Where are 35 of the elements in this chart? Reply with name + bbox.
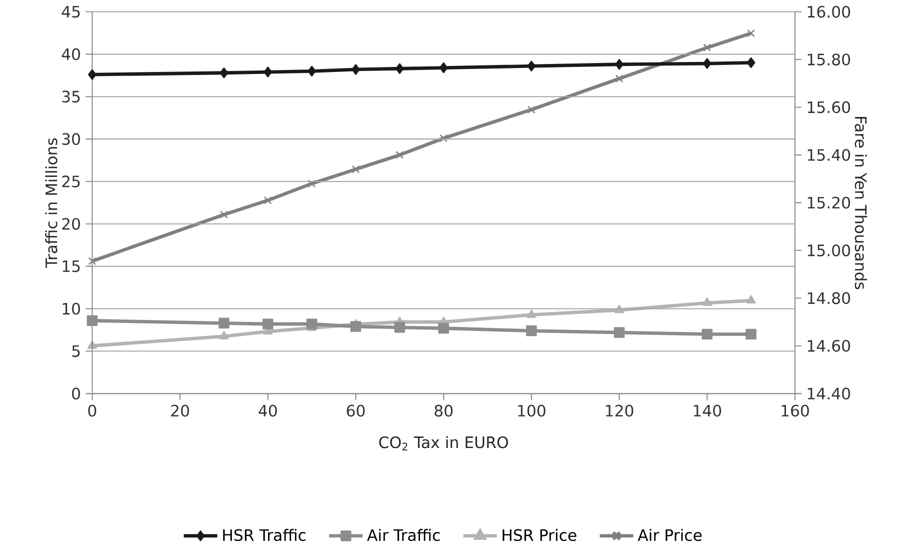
- y-tick-label: 0: [72, 388, 80, 400]
- x-tick-label: 80: [434, 404, 453, 417]
- y2-tick-label: 16.00: [808, 6, 850, 18]
- y2-tick-label: 15.40: [808, 149, 850, 161]
- legend-label: Air Price: [638, 528, 702, 542]
- x-tick-label: 100: [518, 404, 546, 417]
- y-tick-label: 25: [62, 176, 80, 188]
- x-tick-label: 40: [258, 404, 277, 417]
- y2-tick-label: 15.60: [808, 101, 850, 114]
- y2-axis-title: Fare in Yen Thousands: [854, 117, 867, 290]
- x-tick-label: 160: [782, 404, 809, 417]
- x-tick-label: 0: [88, 404, 96, 417]
- y-tick-label: 10: [62, 302, 80, 315]
- y-tick-label: 35: [62, 90, 80, 103]
- y-tick-label: 45: [62, 6, 80, 18]
- x-tick-label: 20: [171, 404, 190, 417]
- y-tick-label: 30: [62, 133, 80, 145]
- legend-label: HSR Traffic: [223, 528, 306, 542]
- y-tick-label: 15: [62, 260, 80, 272]
- x-tick-label: 60: [346, 404, 365, 417]
- y2-tick-label: 15.20: [808, 196, 850, 209]
- x-axis-title: CO$_{2}$ Tax in EURO: [379, 436, 508, 450]
- y-tick-label: 5: [72, 345, 80, 357]
- legend-label: HSR Price: [502, 528, 576, 542]
- y-tick-label: 40: [62, 48, 80, 60]
- y2-tick-label: 14.40: [808, 388, 850, 400]
- x-tick-label: 120: [606, 404, 634, 417]
- legend-label: Air Traffic: [367, 528, 440, 542]
- y2-tick-label: 15.00: [808, 244, 850, 256]
- y2-tick-label: 14.60: [808, 340, 850, 352]
- y2-tick-label: 15.80: [808, 54, 850, 66]
- y-tick-label: 20: [62, 218, 80, 230]
- y-axis-title: Traffic in Millions: [45, 138, 58, 268]
- x-tick-label: 140: [694, 404, 722, 417]
- y2-tick-label: 14.80: [808, 292, 850, 304]
